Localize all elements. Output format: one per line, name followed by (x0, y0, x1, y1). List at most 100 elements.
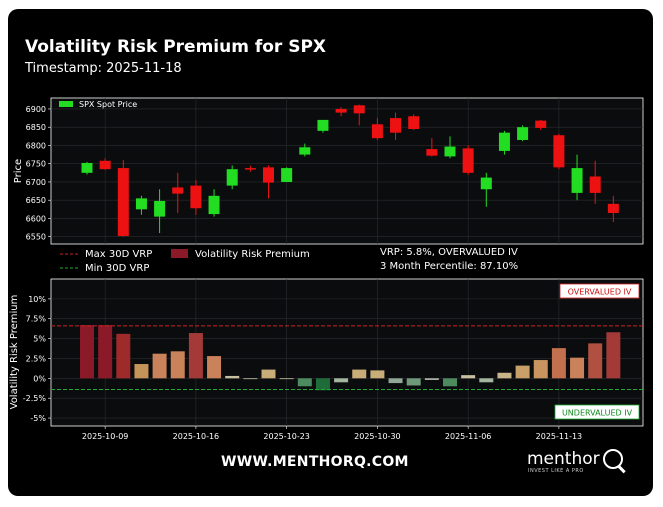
vrp-x-tick-label: 2025-11-13 (536, 432, 583, 441)
vrp-bar (352, 369, 367, 379)
candle-body (190, 185, 202, 209)
vrp-y-label: Volatility Risk Premium (9, 295, 20, 410)
vrp-bar (152, 353, 167, 379)
candle-body (263, 167, 274, 183)
vrp-bar (243, 378, 258, 380)
vrp-tick-label: 10% (28, 295, 46, 304)
candle-body (244, 168, 256, 170)
logo-text: menthor (527, 449, 600, 469)
price-tick-label: 6850 (26, 123, 46, 132)
candle-body (208, 195, 220, 215)
vrp-bar (497, 372, 512, 379)
vrp-x-tick-label: 2025-11-06 (445, 432, 492, 441)
undervalued-label: UNDERVALUED IV (562, 409, 633, 418)
vrp-bar (225, 375, 240, 379)
vrp-bar (134, 364, 149, 379)
candle-body (390, 118, 402, 133)
price-y-label: Price (13, 159, 24, 183)
price-tick-label: 6550 (26, 233, 46, 242)
vrp-panel (50, 278, 644, 427)
price-y-ticks: 6550 6600 6650 6700 6750 6800 6850 6900 (26, 105, 51, 242)
candle-body (535, 120, 547, 128)
vrp-y-ticks: -5% -2.5% 0% 2.5% 5% 7.5% 10% (23, 295, 51, 423)
candle-body (154, 200, 166, 217)
vrp-bar (370, 370, 385, 379)
legend-spot-swatch (59, 101, 73, 107)
candle-body (81, 162, 93, 173)
candle-body (117, 168, 129, 236)
vrp-bar (570, 357, 585, 379)
vrp-bar (279, 378, 294, 380)
price-tick-label: 6800 (26, 141, 46, 150)
candle-body (135, 198, 147, 210)
overvalued-box (559, 283, 640, 299)
vrp-bar (98, 325, 113, 379)
price-tick-label: 6750 (26, 160, 46, 169)
footer-url[interactable]: WWW.MENTHORQ.COM (221, 454, 409, 470)
vrp-bar (461, 375, 476, 379)
vrp-bar (588, 343, 603, 379)
overvalued-label: OVERVALUED IV (568, 288, 632, 297)
vrp-bars (80, 325, 621, 391)
candle-body (498, 132, 510, 151)
vrp-bar (606, 332, 621, 379)
legend-min-label: Min 30D VRP (85, 263, 149, 274)
logo-tagline: INVEST LIKE A PRO (528, 468, 584, 474)
vrp-bar (388, 378, 403, 384)
vrp-bar (315, 378, 330, 391)
vrp-x-ticks: 2025-10-09 2025-10-16 2025-10-23 2025-10-30… (82, 426, 582, 441)
candle-body (517, 127, 529, 140)
vrp-tick-label: 0% (33, 374, 46, 383)
candle-body (462, 148, 474, 173)
candle-body (172, 187, 184, 194)
vrp-bar (297, 378, 312, 387)
price-panel (50, 97, 644, 245)
vrp-x-tick-label: 2025-10-30 (354, 432, 401, 441)
vrp-bar (116, 333, 131, 379)
vrp-annotation-line2: 3 Month Percentile: 87.10% (380, 261, 518, 272)
candle-body (299, 147, 311, 155)
candle-body (480, 177, 492, 190)
candle-body (408, 116, 420, 130)
legend-vrp-label: Volatility Risk Premium (195, 249, 310, 260)
vrp-bar (551, 348, 566, 379)
vrp-bar (334, 378, 349, 383)
vrp-annotation-line1: VRP: 5.8%, OVERVALUED IV (380, 247, 518, 258)
vrp-bar (424, 378, 439, 380)
candle-body (589, 176, 601, 193)
vrp-bar (207, 356, 222, 379)
vrp-bar (406, 378, 421, 386)
candle-body (281, 168, 293, 182)
vrp-bar (533, 360, 548, 379)
price-tick-label: 6900 (26, 105, 46, 114)
vrp-x-tick-label: 2025-10-09 (82, 432, 129, 441)
price-tick-label: 6700 (26, 178, 46, 187)
candles (81, 104, 619, 237)
candle-body (444, 146, 456, 157)
vrp-bar (443, 378, 457, 387)
candle-body (226, 169, 238, 186)
undervalued-box (554, 404, 640, 420)
vrp-tick-label: 7.5% (26, 315, 47, 324)
legend-max-label: Max 30D VRP (85, 249, 152, 260)
vrp-bar (170, 351, 185, 379)
menthorq-logo: menthor (527, 449, 623, 469)
legend-spot-label: SPX Spot Price (79, 100, 137, 109)
vrp-tick-label: -2.5% (23, 394, 47, 403)
vrp-tick-label: 2.5% (26, 354, 47, 363)
chart-title: Volatility Risk Premium for SPX (25, 37, 327, 57)
candle-body (571, 168, 583, 193)
vrp-bar (479, 378, 494, 383)
vrp-bar (515, 365, 530, 379)
price-tick-label: 6650 (26, 196, 46, 205)
candle-body (371, 124, 383, 139)
logo-q-icon (602, 449, 623, 469)
chart-timestamp: Timestamp: 2025-11-18 (25, 61, 182, 76)
vrp-x-tick-label: 2025-10-16 (173, 432, 220, 441)
candle-body (353, 105, 365, 114)
candle-body (335, 108, 347, 113)
vrp-tick-label: -5% (30, 414, 46, 423)
candle-body (317, 119, 329, 131)
vrp-bar (188, 333, 203, 379)
